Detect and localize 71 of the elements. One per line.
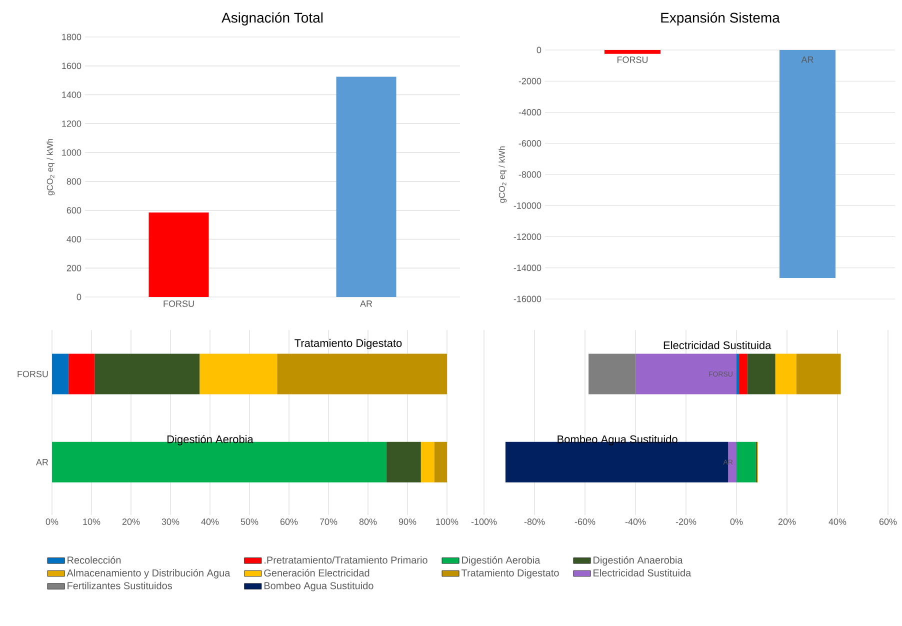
legend-label: Digestión Anaerobia [594, 556, 683, 566]
legend-label: Tratamiento Digestato [461, 569, 559, 578]
y-tick-label: -4000 [518, 109, 542, 116]
legend-label: Bombeo Agua Sustituido [264, 582, 374, 592]
y-tick-label: 400 [66, 236, 82, 242]
bar [636, 354, 737, 394]
bar [739, 354, 748, 394]
y-tick-label: 0 [76, 294, 82, 300]
x-tick-label: 60% [280, 518, 298, 525]
y-tick-label: -16000 [514, 296, 542, 302]
x-tick-label: -80% [524, 518, 545, 525]
y-axis-title: gCO$_{2}$ eq / kWh [498, 146, 507, 203]
x-tick-label: 20% [778, 518, 796, 525]
x-tick-label: 30% [162, 518, 180, 525]
x-tick-label: 0% [46, 518, 58, 525]
annotation: Tratamiento Digestato [294, 338, 402, 350]
bar [434, 442, 448, 482]
y-tick-label: 0 [536, 46, 542, 54]
x-tick-label: 60% [879, 518, 897, 525]
chart-title: Asignación Total [222, 12, 323, 26]
x-tick-label: -40% [625, 518, 646, 525]
legend-label: Electricidad Sustituida [594, 569, 692, 576]
bar [200, 354, 278, 394]
x-tick-label: 80% [359, 518, 377, 525]
y-tick-label: 1400 [62, 92, 82, 98]
y-tick-label: 600 [66, 207, 82, 214]
bar [775, 354, 796, 394]
y-tick-label: -2000 [518, 78, 542, 84]
bar [68, 354, 95, 394]
bar [94, 354, 200, 394]
legend-label: Recolección [68, 556, 121, 564]
y-tick-label: -10000 [514, 202, 542, 209]
bar [420, 442, 434, 482]
bar [52, 354, 69, 394]
x-tick-label: 100% [436, 518, 458, 525]
x-tick-label: 40% [828, 518, 846, 525]
y-tick-label: 200 [66, 264, 82, 272]
bar [736, 442, 756, 482]
bar [277, 354, 448, 394]
x-tick-label: 0% [730, 518, 743, 525]
bar [588, 354, 636, 394]
legend-label: Fertilizantes Sustituidos [68, 582, 172, 590]
bar [736, 354, 740, 394]
x-tick-label: 70% [320, 518, 338, 525]
y-tick-label: -12000 [514, 234, 542, 240]
y-tick-label: 800 [66, 178, 82, 185]
x-tick-label: -60% [574, 518, 596, 525]
x-tick-label: -100% [471, 518, 497, 525]
x-tick-label: 40% [201, 518, 219, 525]
x-tick-label: 90% [398, 518, 416, 525]
bar [747, 354, 776, 394]
x-tick-label: 20% [122, 518, 140, 525]
y-tick-label: 1200 [62, 120, 82, 127]
x-tick-label: -20% [676, 518, 696, 525]
y-axis-title: gCO$_{2}$ eq / kWh [46, 138, 55, 196]
y-tick-label: 1600 [62, 62, 82, 70]
y-tick-label: -14000 [514, 264, 542, 272]
x-tick-label: 10% [83, 518, 100, 525]
legend-label: .Pretratamiento/Tratamiento Primario [264, 556, 428, 564]
annotation: Electricidad Sustituida [664, 341, 772, 350]
x-tick-label: 50% [240, 518, 258, 525]
y-tick-label: 1800 [62, 34, 82, 40]
y-tick-label: 1000 [62, 149, 82, 156]
legend-label: Digestión Aerobia [462, 556, 540, 566]
chart-title: Expansión Sistema [661, 12, 780, 26]
legend-label: Generación Electricidad [264, 569, 370, 577]
y-tick-label: -6000 [518, 140, 542, 147]
y-tick-label: -8000 [518, 171, 542, 178]
bar [796, 354, 841, 394]
legend-label: Almacenamiento y Distribución Agua [66, 569, 230, 578]
bar [386, 442, 421, 482]
